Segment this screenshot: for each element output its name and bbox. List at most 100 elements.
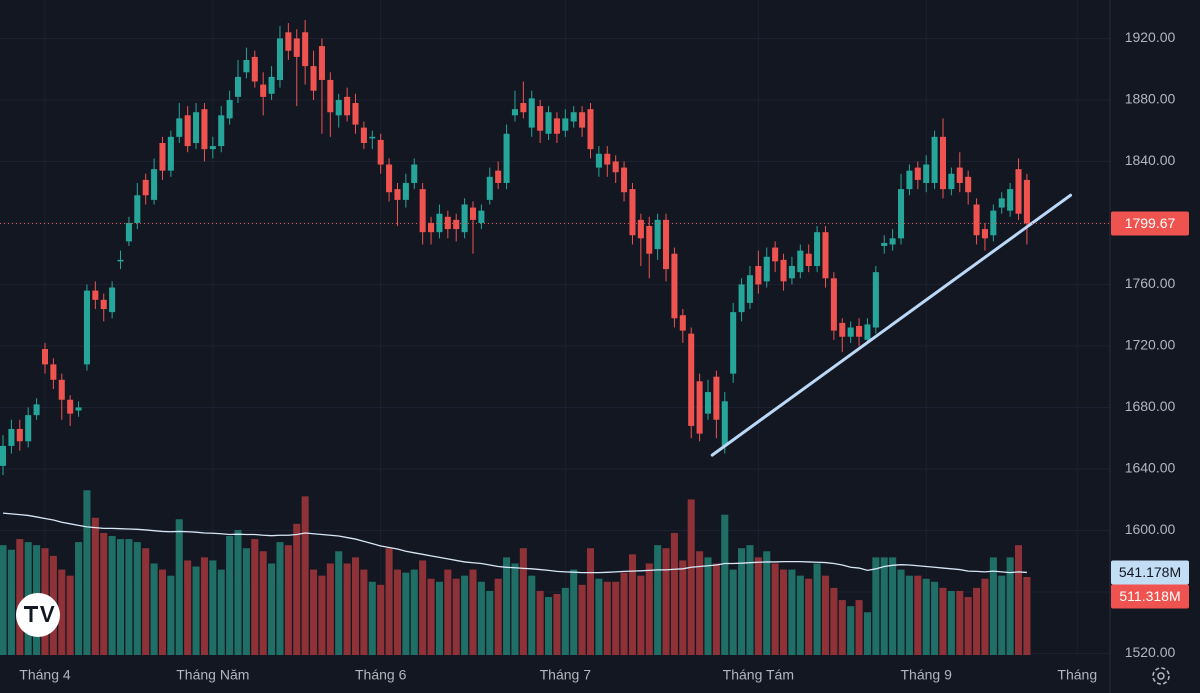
candle-body [990,210,997,236]
candle-body [394,189,401,200]
candle-body [595,153,602,168]
candle-body [92,290,99,300]
candle-body [125,222,132,242]
logo-circle[interactable] [16,593,60,637]
volume-bar [1023,577,1031,655]
volume-bar [670,532,678,655]
volume-bar [880,557,888,655]
volume-bar [855,600,863,655]
volume-bar [75,542,83,655]
volume-bar [570,569,578,655]
volume-bar [276,542,284,655]
volume-bar [226,536,234,655]
volume-bar [679,560,687,655]
candle-body [537,106,544,131]
volume-bar [889,557,897,655]
candle-body [872,272,879,328]
volume-bar [939,587,947,655]
volume-bar [763,551,771,655]
candle-body [646,226,653,254]
volume-bar [158,569,167,655]
settings-icon[interactable] [1152,667,1170,685]
candle-body [109,287,116,313]
candle-body [100,299,107,310]
volume-bar [595,578,603,655]
candle-body [58,379,65,400]
gear-ring[interactable] [1152,667,1170,685]
candle-body [889,238,896,245]
volume-bar [293,523,301,655]
volume-bar [461,575,469,655]
candle-body [713,376,720,420]
candle-body [201,109,208,150]
volume-bar [343,563,351,655]
candle-body [671,253,678,319]
candle-body [520,103,527,113]
volume-last-label: 511.318M [1119,588,1180,604]
candle-body [276,38,283,80]
volume-bar [847,606,855,655]
candle-body [218,115,225,147]
volume-bar [1014,545,1023,655]
volume-ma-box [1111,560,1189,585]
candle-body [67,399,74,414]
volume-bar [645,563,653,655]
candle-body [444,216,451,230]
candle-body [629,189,636,236]
volume-bar [259,551,267,655]
volume-bar [998,575,1006,655]
volume-bar [125,539,133,655]
volume-bar [268,563,276,655]
volume-bar [788,569,796,655]
candle-body [344,96,351,116]
candle-body [285,32,292,51]
tv-logo[interactable] [16,593,60,637]
gear-hub[interactable] [1157,672,1165,680]
candle-body [847,327,854,337]
volume-bar [956,590,964,655]
candle-body [679,315,686,331]
volume-bar [318,575,326,655]
volume-bar [771,563,779,655]
volume-bar [477,581,485,655]
x-tick-label: Tháng 9 [901,667,953,683]
candle-body [0,445,7,466]
y-tick-label: 1640.00 [1125,460,1176,476]
volume-bar [251,539,259,655]
candle-body [167,136,174,171]
y-tick-label: 1520.00 [1125,644,1176,660]
candle-body [318,46,325,80]
volume-bar [729,569,737,655]
volume-bar [805,578,813,655]
volume-bar [981,578,989,655]
volume-bar [704,557,712,655]
volume-bar [931,581,939,655]
volume-bar [142,548,150,655]
candle-body [411,164,418,183]
candle-body [621,167,628,193]
volume-bar [989,557,997,655]
logo-glyph[interactable] [24,606,55,622]
volume-bar [0,545,7,655]
volume-bar [712,563,720,655]
volume-bar [360,569,368,655]
volume-bar [326,563,334,655]
volume-bar [821,575,830,655]
volume-bar [503,557,511,655]
volume-bar [150,563,158,655]
last-price-box [1111,211,1189,236]
candle-body [931,136,938,183]
candle-body [814,232,821,266]
volume-bar [7,549,15,655]
candle-body [16,428,23,442]
candle-body [360,127,367,143]
candle-body [310,66,317,91]
candle-body [453,219,460,230]
volume-bar [813,563,821,655]
x-tick-label: Tháng 6 [355,667,407,683]
volume-bar [494,578,502,655]
volume-bar [872,557,880,655]
candle-body [939,136,947,190]
candle-body [25,415,32,442]
candle-body [134,195,141,223]
